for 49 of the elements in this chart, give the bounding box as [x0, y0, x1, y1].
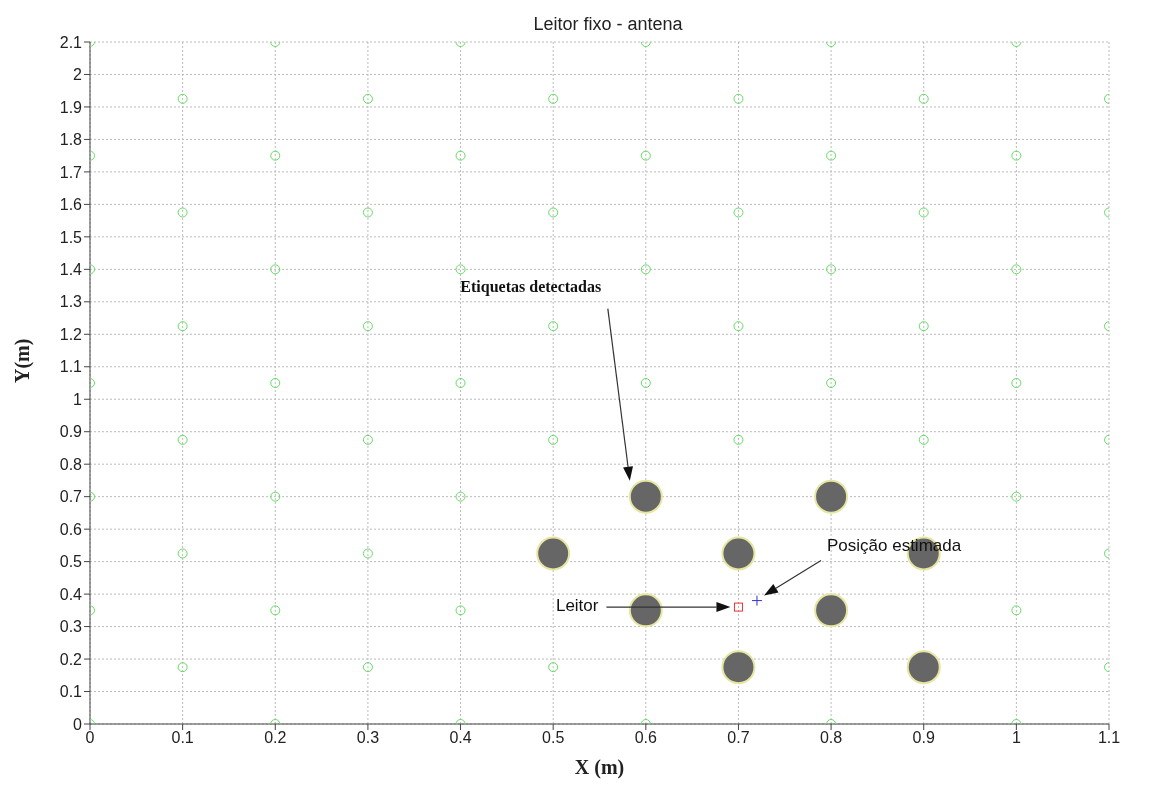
y-tick-label: 1.2	[59, 325, 83, 343]
y-tick-label: 1.1	[59, 358, 83, 376]
y-tick-label: 0.6	[59, 520, 83, 538]
y-tick-label: 1.5	[59, 228, 83, 246]
point	[906, 650, 941, 685]
point	[733, 602, 743, 612]
y-tick-label: 0.7	[59, 488, 83, 506]
annotation: Leitor	[555, 596, 599, 616]
point	[814, 479, 849, 514]
x-axis-title: X (m)	[574, 756, 625, 779]
x-tick-label: 0.4	[449, 729, 472, 747]
y-axis-title: Y(m)	[11, 338, 35, 383]
point	[721, 650, 756, 685]
y-tick-label: 0.4	[59, 585, 83, 603]
y-tick-label: 0	[73, 715, 83, 733]
y-tick-label: 2	[73, 66, 83, 84]
point	[751, 595, 763, 607]
y-tick-label: 1	[73, 390, 83, 408]
x-tick-label: 1	[1011, 729, 1021, 747]
y-tick-label: 1.7	[59, 163, 83, 181]
x-tick-label: 0.7	[727, 729, 750, 747]
annotation: Etiquetas detectadas	[460, 277, 602, 296]
x-tick-label: 0.9	[912, 729, 935, 747]
x-tick-label: 0.1	[171, 729, 194, 747]
y-tick-label: 1.3	[59, 293, 83, 311]
y-tick-label: 0.5	[59, 553, 83, 571]
x-tick-label: 1.1	[1097, 729, 1121, 747]
y-tick-label: 1.9	[59, 98, 83, 116]
x-tick-label: 0.8	[819, 729, 843, 747]
x-tick-label: 0.6	[634, 729, 658, 747]
y-tick-label: 1.8	[59, 131, 83, 149]
x-tick-label: 0	[85, 729, 95, 747]
y-tick-label: 1.6	[59, 196, 83, 214]
y-tick-label: 2.1	[59, 33, 83, 51]
point	[814, 593, 849, 628]
point	[536, 536, 571, 571]
chart-title: Leitor fixo - antena	[533, 14, 684, 34]
y-tick-label: 0.3	[59, 618, 83, 636]
y-tick-label: 0.9	[59, 423, 83, 441]
x-tick-label: 0.5	[542, 729, 565, 747]
y-tick-label: 0.2	[59, 650, 83, 668]
point	[628, 593, 663, 628]
y-tick-label: 0.1	[59, 683, 83, 701]
point	[628, 479, 663, 514]
point	[721, 536, 756, 571]
y-tick-label: 0.8	[59, 455, 83, 473]
y-tick-label: 1.4	[59, 261, 83, 279]
x-tick-label: 0.3	[356, 729, 380, 747]
x-tick-label: 0.2	[264, 729, 287, 747]
